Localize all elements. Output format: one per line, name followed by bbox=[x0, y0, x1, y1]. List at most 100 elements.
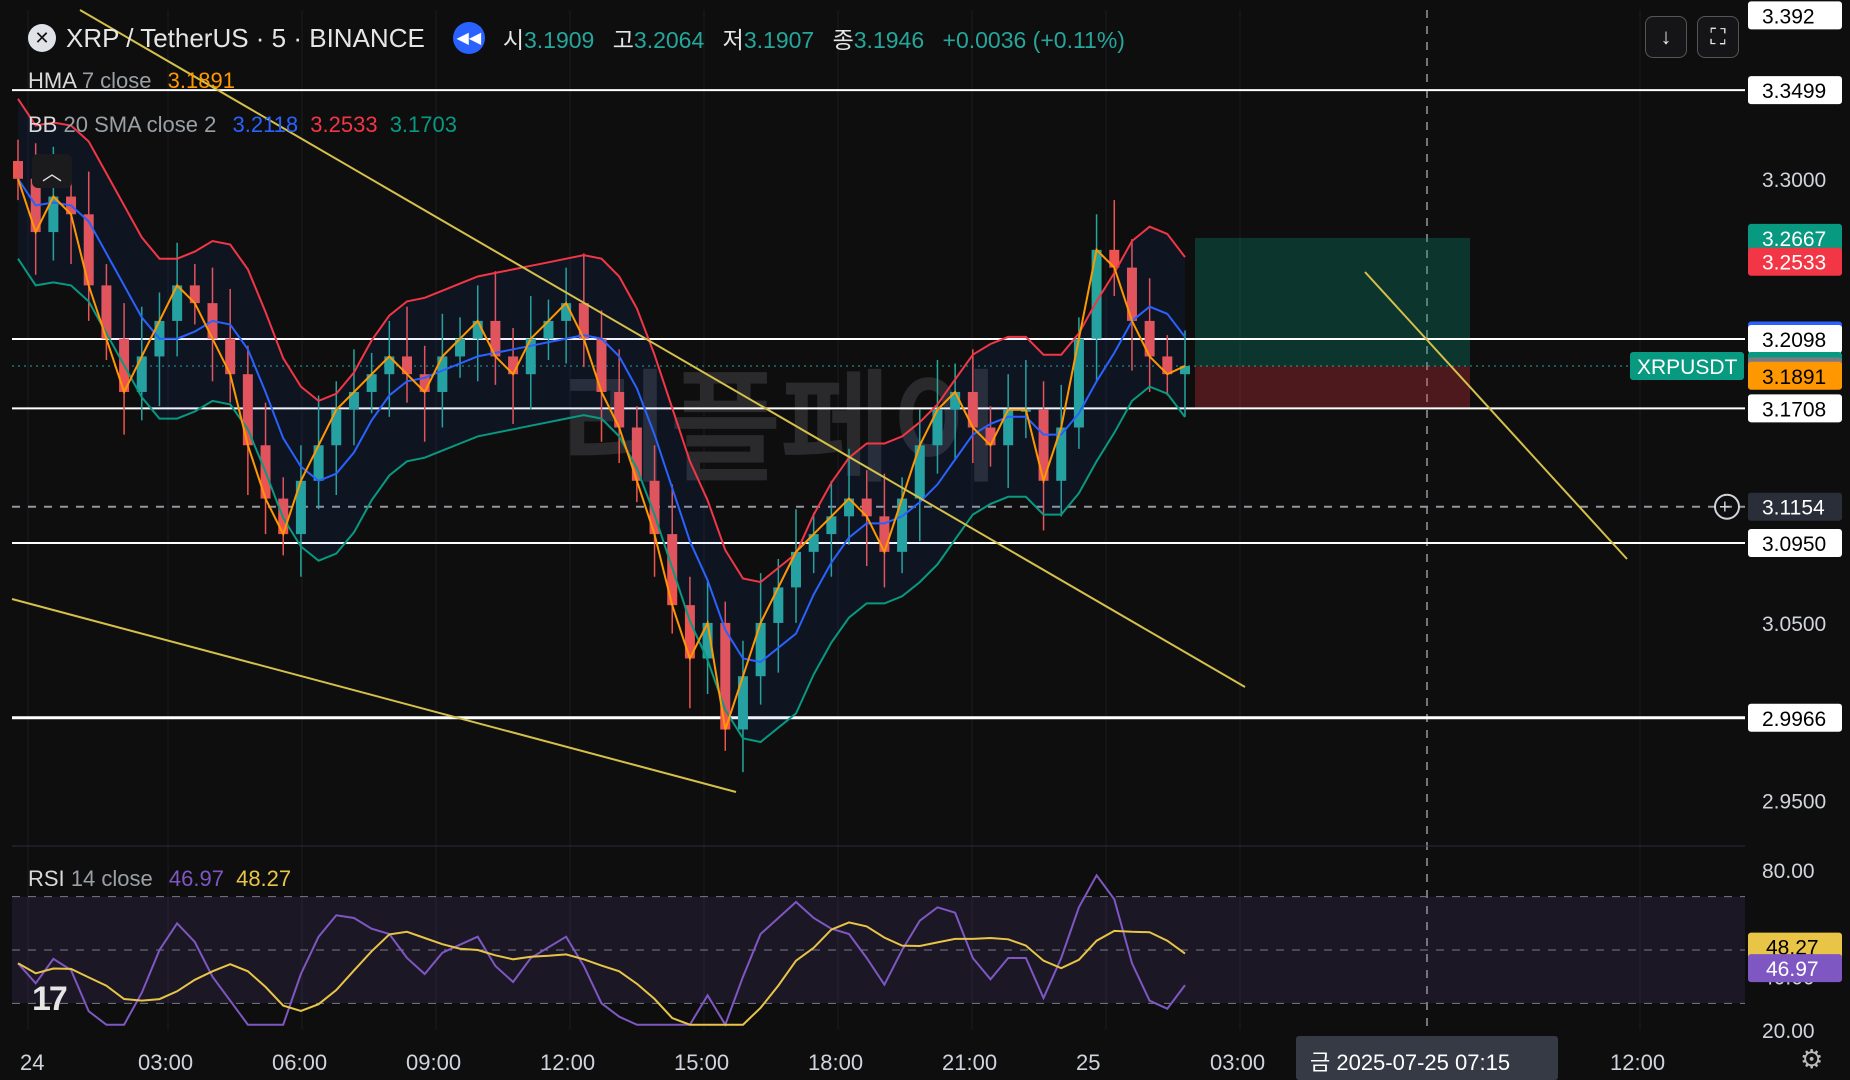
price-label-box bbox=[1748, 247, 1842, 276]
descending-trendline bbox=[79, 9, 1246, 688]
price-label: 3.2533 bbox=[1762, 252, 1826, 275]
candle-body bbox=[331, 409, 342, 446]
price-label-box bbox=[1748, 361, 1842, 390]
crosshair-time-box bbox=[1296, 1036, 1558, 1080]
price-label: 3.1154 bbox=[1762, 497, 1825, 520]
candle-body bbox=[861, 498, 872, 517]
candle-body bbox=[525, 338, 536, 375]
candle-body bbox=[649, 480, 660, 535]
position-profit-zone bbox=[1195, 237, 1470, 367]
candle-body bbox=[1073, 338, 1084, 428]
rsi-value-label: 48.27 bbox=[1766, 937, 1819, 960]
price-label-box bbox=[1748, 1, 1842, 30]
hma-line bbox=[17, 178, 1186, 730]
price-label-box bbox=[1748, 76, 1842, 105]
candle-body bbox=[985, 427, 996, 446]
rsi-legend[interactable]: RSI 14 close 46.97 48.27 bbox=[28, 866, 292, 891]
tradingview-logo-icon[interactable]: 17 bbox=[32, 980, 68, 1018]
candle-body bbox=[384, 356, 395, 375]
price-label: 3.2667 bbox=[1762, 228, 1826, 251]
candle-body bbox=[101, 285, 112, 339]
rsi-axis-label: 80.00 bbox=[1762, 860, 1815, 883]
price-label: 2.9966 bbox=[1762, 708, 1826, 731]
hma-legend[interactable]: HMA 7 close 3.1891 bbox=[28, 68, 235, 93]
candle-body bbox=[242, 374, 253, 446]
bb-legend[interactable]: BB 20 SMA close 2 3.2118 3.2533 3.1703 bbox=[28, 112, 457, 137]
symbol-tag: XRPUSDT bbox=[1637, 356, 1738, 379]
price-label: 3.1708 bbox=[1762, 398, 1826, 421]
candle-body bbox=[826, 516, 837, 535]
candle-body bbox=[48, 196, 59, 233]
collapse-chevron-icon[interactable]: ︿ bbox=[32, 154, 72, 188]
candle-body bbox=[13, 161, 23, 179]
rsi-value-label: 46.97 bbox=[1766, 958, 1819, 981]
price-axis-label: 3.0500 bbox=[1762, 613, 1826, 636]
candle-body bbox=[1144, 320, 1155, 357]
candle-body bbox=[578, 303, 589, 339]
candle-body bbox=[1038, 409, 1049, 481]
position-loss-zone bbox=[1195, 366, 1470, 409]
candle-body bbox=[455, 338, 466, 357]
candle-body bbox=[1180, 366, 1190, 375]
candle-body bbox=[1091, 249, 1102, 339]
chart-header: ✕ XRP / TetherUS · 5 · BINANCE ◀◀ 시3.190… bbox=[28, 18, 1137, 58]
candle-body bbox=[472, 320, 483, 339]
add-alert-icon: + bbox=[1719, 497, 1731, 519]
candle-body bbox=[366, 374, 377, 392]
candle-body bbox=[879, 516, 890, 552]
candle-body bbox=[225, 338, 236, 375]
candle-body bbox=[897, 498, 908, 552]
replay-icon[interactable]: ◀◀ bbox=[452, 22, 485, 54]
candle-body bbox=[737, 676, 748, 730]
price-label: 3.0950 bbox=[1762, 533, 1826, 556]
bb-basis-line bbox=[17, 178, 1186, 664]
rsi-ma-line bbox=[17, 921, 1186, 1026]
settings-gear-icon[interactable]: ⚙ bbox=[1800, 1044, 1824, 1074]
time-axis-label: 03:00 bbox=[1210, 1050, 1265, 1075]
time-axis-label: 12:00 bbox=[540, 1050, 595, 1075]
time-axis-label: 25 bbox=[1076, 1050, 1100, 1075]
ohlc-readout: 시3.1909 고3.2064 저3.1907 종3.1946 +0.0036 … bbox=[502, 27, 1125, 53]
candle-body bbox=[437, 356, 448, 392]
symbol-tag-box bbox=[1630, 352, 1744, 381]
candle-body bbox=[136, 356, 147, 392]
candle-body bbox=[684, 605, 695, 659]
download-icon[interactable]: ↓ bbox=[1645, 16, 1687, 58]
candle-body bbox=[702, 622, 713, 659]
candle-body bbox=[773, 587, 784, 623]
candle-body bbox=[348, 391, 359, 410]
rsi-line bbox=[17, 873, 1186, 1028]
candle-body bbox=[596, 338, 607, 392]
candle-body bbox=[808, 534, 819, 552]
add-alert-icon bbox=[1714, 493, 1740, 520]
price-label-box bbox=[1748, 703, 1842, 732]
candle-body bbox=[295, 480, 306, 535]
price-label: 3.1891 bbox=[1762, 366, 1826, 389]
fullscreen-icon[interactable]: ⛶ bbox=[1697, 16, 1739, 58]
rsi-axis-label: 20.00 bbox=[1762, 1020, 1815, 1043]
candle-body bbox=[1126, 267, 1137, 321]
symbol-title[interactable]: XRP / TetherUS · 5 · BINANCE bbox=[66, 22, 425, 53]
candle-body bbox=[914, 445, 925, 499]
candle-body bbox=[83, 214, 94, 286]
time-axis-label: 06:00 bbox=[272, 1050, 327, 1075]
candle-body bbox=[967, 391, 978, 428]
price-label-box bbox=[1748, 223, 1842, 252]
candle-body bbox=[313, 445, 324, 481]
candle-body bbox=[490, 320, 501, 357]
bb-upper-band bbox=[17, 98, 1186, 584]
candle-body bbox=[631, 427, 642, 481]
bb-band-fill bbox=[18, 98, 1185, 742]
crosshair-time-label: 금 2025-07-25 07:15 bbox=[1310, 1050, 1510, 1075]
projection-line bbox=[1364, 271, 1628, 560]
price-label-box bbox=[1748, 492, 1842, 521]
price-axis-label: 2.9500 bbox=[1762, 791, 1826, 814]
time-axis-label: 24 bbox=[20, 1050, 44, 1075]
candle-body bbox=[1162, 356, 1173, 375]
candle-body bbox=[1003, 409, 1014, 446]
candle-body bbox=[844, 498, 855, 517]
time-axis-label: 12:00 bbox=[1610, 1050, 1665, 1075]
candle-body bbox=[932, 409, 943, 446]
candle-body bbox=[1109, 249, 1120, 268]
